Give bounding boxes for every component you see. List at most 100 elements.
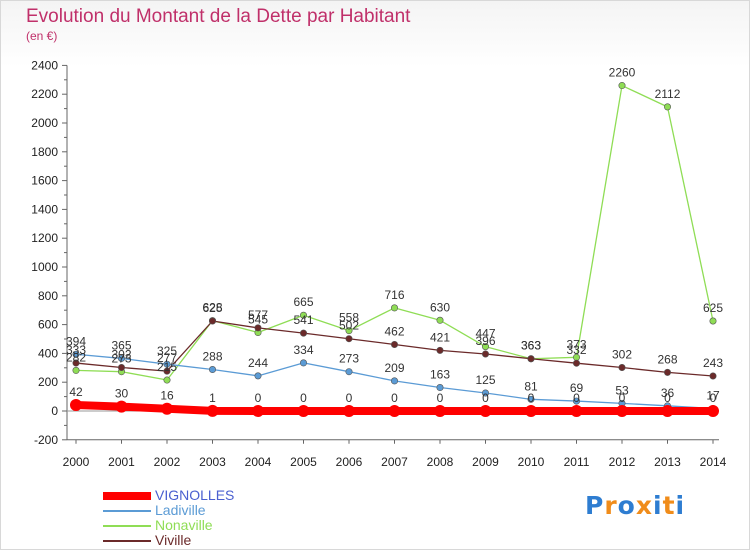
data-label-nonaville: 363 bbox=[521, 339, 541, 353]
data-point-vignolles bbox=[252, 405, 264, 417]
data-point-vignolles bbox=[707, 405, 719, 417]
data-label-viville: 396 bbox=[475, 334, 495, 348]
x-tick-label: 2002 bbox=[154, 455, 181, 469]
data-label-vignolles: 0 bbox=[300, 391, 307, 405]
data-label-vignolles: 0 bbox=[437, 391, 444, 405]
y-tick-label: 1200 bbox=[31, 231, 58, 245]
data-point-nonaville bbox=[390, 304, 398, 312]
data-label-nonaville: 630 bbox=[430, 300, 450, 314]
data-label-ladiville: 288 bbox=[202, 350, 222, 364]
data-point-vignolles bbox=[479, 405, 492, 417]
data-point-viville bbox=[572, 359, 580, 367]
data-label-nonaville: 558 bbox=[339, 311, 359, 325]
y-tick-label: 2200 bbox=[31, 87, 58, 101]
data-point-ladiville bbox=[345, 368, 353, 376]
y-tick-label: 400 bbox=[38, 346, 58, 360]
data-point-ladiville bbox=[72, 350, 80, 358]
data-label-ladiville: 365 bbox=[111, 338, 131, 352]
legend: VIGNOLLES Ladiville Nonaville Viville bbox=[103, 487, 343, 548]
chart-subtitle: (en €) bbox=[26, 29, 58, 43]
data-label-vignolles: 0 bbox=[664, 391, 671, 405]
data-label-ladiville: 163 bbox=[430, 368, 450, 382]
data-label-ladiville: 81 bbox=[524, 379, 538, 393]
data-point-vignolles bbox=[661, 405, 674, 417]
legend-swatch bbox=[103, 510, 151, 512]
data-label-ladiville: 125 bbox=[475, 373, 495, 387]
data-point-viville bbox=[481, 350, 489, 358]
data-point-vignolles bbox=[525, 405, 537, 417]
data-point-nonaville bbox=[163, 376, 171, 384]
y-tick-label: 2000 bbox=[31, 116, 58, 130]
data-label-viville: 625 bbox=[202, 301, 222, 315]
legend-label: Ladiville bbox=[155, 502, 206, 518]
x-tick-label: 2012 bbox=[609, 455, 636, 469]
data-point-viville bbox=[527, 355, 535, 363]
data-point-vignolles bbox=[343, 405, 355, 417]
y-tick-label: 600 bbox=[38, 318, 58, 332]
data-label-ladiville: 17 bbox=[706, 389, 720, 403]
data-label-viville: 421 bbox=[430, 330, 450, 344]
data-point-viville bbox=[299, 329, 307, 337]
data-label-vignolles: 0 bbox=[391, 391, 398, 405]
data-label-vignolles: 0 bbox=[619, 391, 626, 405]
x-tick-label: 2008 bbox=[427, 455, 454, 469]
data-point-ladiville bbox=[163, 360, 171, 368]
data-point-vignolles bbox=[297, 405, 310, 417]
data-label-viville: 577 bbox=[248, 308, 268, 322]
data-label-viville: 268 bbox=[657, 352, 677, 366]
legend-item-vignolles: VIGNOLLES bbox=[103, 487, 343, 503]
data-point-ladiville bbox=[572, 397, 580, 405]
legend-swatch bbox=[103, 540, 151, 542]
data-label-nonaville: 282 bbox=[66, 350, 86, 364]
x-tick-label: 2004 bbox=[245, 455, 272, 469]
proxiti-logo: Proxiti bbox=[585, 491, 685, 520]
logo-letter: i bbox=[675, 491, 686, 520]
data-label-vignolles: 16 bbox=[160, 389, 174, 403]
data-label-vignolles: 42 bbox=[69, 385, 83, 399]
data-label-viville: 541 bbox=[293, 313, 313, 327]
y-tick-label: 1000 bbox=[31, 260, 58, 274]
data-point-viville bbox=[436, 346, 444, 354]
data-point-vignolles bbox=[570, 405, 583, 417]
data-label-viville: 302 bbox=[111, 348, 131, 362]
data-label-viville: 462 bbox=[384, 324, 404, 338]
legend-swatch bbox=[103, 492, 151, 500]
data-point-ladiville bbox=[527, 395, 535, 403]
data-point-viville bbox=[390, 340, 398, 348]
data-label-viville: 277 bbox=[157, 351, 177, 365]
data-label-vignolles: 0 bbox=[710, 391, 717, 405]
logo-letter: P bbox=[585, 491, 605, 520]
data-point-vignolles bbox=[70, 398, 82, 411]
data-label-ladiville: 244 bbox=[248, 356, 268, 370]
data-label-nonaville: 373 bbox=[566, 337, 586, 351]
data-label-ladiville: 69 bbox=[570, 381, 584, 395]
data-point-nonaville bbox=[481, 343, 489, 351]
legend-item-nonaville: Nonaville bbox=[103, 517, 343, 533]
data-label-vignolles: 0 bbox=[528, 391, 535, 405]
data-point-vignolles bbox=[616, 405, 628, 417]
x-tick-label: 2009 bbox=[472, 455, 499, 469]
data-label-ladiville: 53 bbox=[615, 383, 629, 397]
data-label-nonaville: 665 bbox=[293, 295, 313, 309]
data-label-nonaville: 716 bbox=[384, 288, 404, 302]
y-tick-label: -200 bbox=[34, 433, 58, 447]
data-label-ladiville: 36 bbox=[661, 386, 675, 400]
data-label-nonaville: 2112 bbox=[655, 87, 681, 101]
data-label-vignolles: 0 bbox=[482, 391, 489, 405]
data-point-vignolles bbox=[161, 402, 173, 415]
data-point-viville bbox=[345, 335, 353, 343]
data-point-viville bbox=[72, 359, 80, 367]
data-point-vignolles bbox=[434, 405, 446, 417]
data-label-nonaville: 215 bbox=[157, 360, 177, 374]
x-tick-label: 2011 bbox=[564, 455, 590, 469]
data-label-vignolles: 0 bbox=[346, 391, 353, 405]
data-point-ladiville bbox=[390, 377, 398, 385]
data-point-ladiville bbox=[481, 389, 489, 397]
data-point-viville bbox=[163, 367, 171, 375]
x-tick-label: 2014 bbox=[700, 455, 727, 469]
data-label-nonaville: 625 bbox=[703, 301, 723, 315]
data-label-nonaville: 628 bbox=[202, 301, 222, 315]
logo-letter: i bbox=[653, 491, 663, 520]
data-label-viville: 363 bbox=[521, 339, 541, 353]
